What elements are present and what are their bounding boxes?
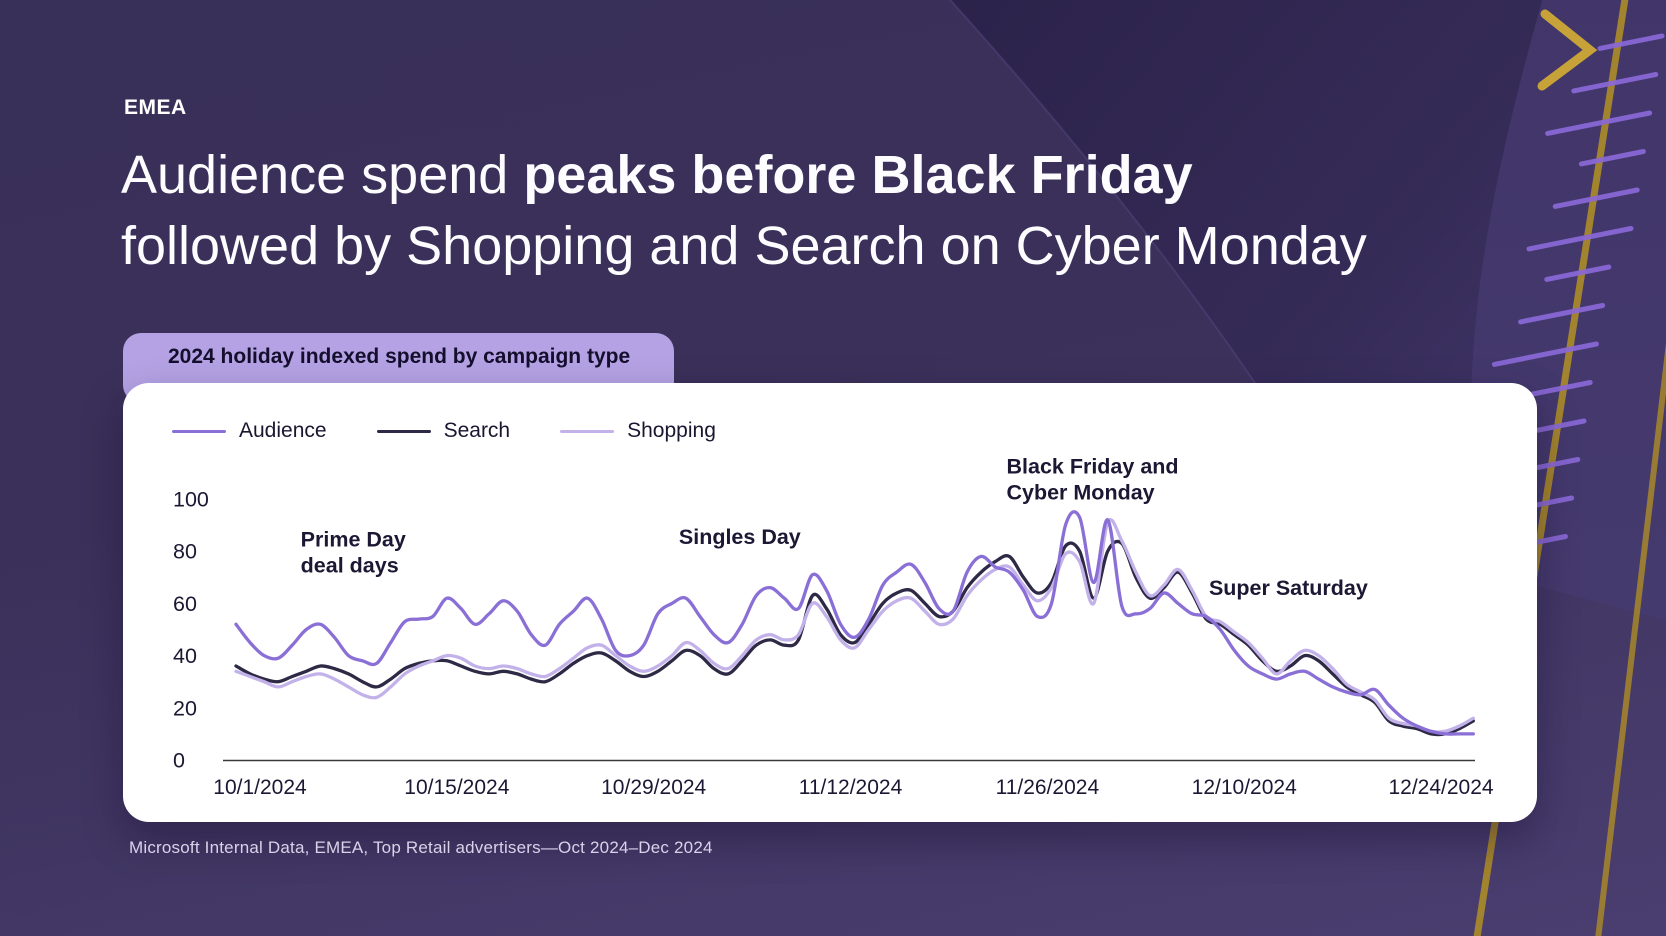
- legend-item-search: Search: [376, 419, 511, 443]
- x-axis-tick-label: 11/26/2024: [996, 776, 1100, 799]
- x-axis-tick-label: 11/12/2024: [799, 776, 903, 799]
- chart-annotation: Black Friday and: [1006, 455, 1178, 479]
- chart-annotation: Super Saturday: [1209, 576, 1368, 600]
- search-line-swatch-icon: [376, 429, 431, 433]
- x-axis-tick-label: 10/15/2024: [404, 776, 509, 799]
- source-note: Microsoft Internal Data, EMEA, Top Retai…: [129, 838, 713, 857]
- legend-label: Audience: [239, 419, 327, 442]
- line-chart: 0 20 40 60 80 100 10/1/2024 10/15/2024 10/29/202…: [173, 455, 1494, 799]
- chart-annotation: Singles Day: [679, 525, 801, 549]
- x-axis-tick-label: 12/24/2024: [1388, 776, 1493, 799]
- audience-line-swatch-icon: [172, 429, 226, 433]
- x-axis-tick-label: 10/29/2024: [601, 776, 706, 799]
- x-axis-tick-label: 10/1/2024: [213, 776, 307, 799]
- y-axis-tick-label: 40: [173, 644, 197, 668]
- shopping-series-line: [234, 518, 1475, 734]
- title-bold-segment: peaks before Black Friday: [523, 145, 1193, 205]
- region-label: EMEA: [124, 96, 187, 119]
- chart-annotation: deal days: [301, 554, 399, 578]
- y-axis-tick-label: 0: [173, 749, 185, 773]
- title-line2: followed by Shopping and Search on Cyber…: [121, 216, 1367, 276]
- x-axis-tick-label: 12/10/2024: [1192, 776, 1297, 799]
- chart-annotation: Cyber Monday: [1006, 481, 1154, 505]
- legend-item-shopping: Shopping: [560, 419, 716, 443]
- chart-legend: Audience Search Shopping: [172, 419, 766, 443]
- y-axis-tick-label: 60: [173, 592, 197, 616]
- shopping-line-swatch-icon: [560, 429, 615, 433]
- title-regular-segment: Audience spend: [121, 145, 524, 205]
- page-title: Audience spend peaks before Black Friday…: [121, 140, 1481, 282]
- audience-series-line: [234, 510, 1475, 736]
- y-axis-tick-label: 80: [173, 540, 197, 564]
- y-axis-tick-label: 100: [173, 488, 209, 512]
- legend-item-audience: Audience: [172, 419, 327, 443]
- chart-annotation: Prime Day: [301, 528, 406, 552]
- legend-label: Shopping: [627, 419, 716, 442]
- legend-label: Search: [443, 419, 511, 442]
- chart-card: 0 20 40 60 80 100 10/1/2024 10/15/2024 10/29/202…: [123, 383, 1537, 822]
- y-axis-tick-label: 20: [173, 696, 197, 720]
